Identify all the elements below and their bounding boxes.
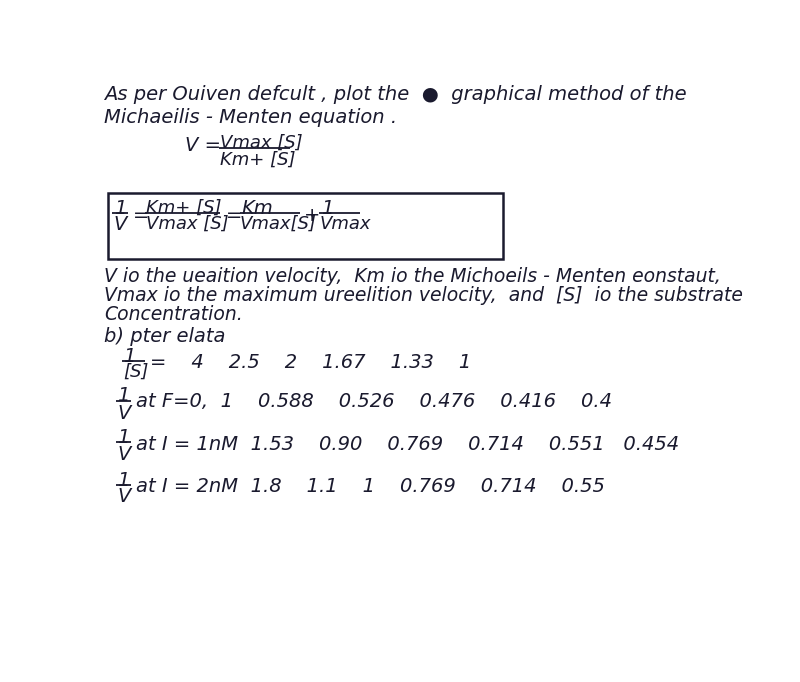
Text: =: = (133, 206, 149, 225)
Text: V io the ueaition velocity,  Km io the Michoeils - Menten eonstaut,: V io the ueaition velocity, Km io the Mi… (104, 267, 721, 286)
Text: Km: Km (241, 199, 273, 218)
Text: Km+ [S]: Km+ [S] (146, 199, 222, 217)
Text: Vmax io the maximum ureelition velocity,  and  [S]  io the substrate: Vmax io the maximum ureelition velocity,… (104, 286, 742, 305)
Text: +: + (304, 206, 320, 225)
Text: [S]: [S] (123, 363, 149, 381)
Text: 1: 1 (117, 428, 130, 447)
Text: V: V (117, 445, 130, 464)
Bar (108, 194, 503, 259)
Text: 1: 1 (117, 471, 130, 490)
Text: b) pter elata: b) pter elata (104, 327, 226, 346)
Text: 1: 1 (117, 386, 130, 405)
Text: V: V (114, 215, 127, 234)
Text: As per Ouiven defcult , plot the  ●  graphical method of the: As per Ouiven defcult , plot the ● graph… (104, 85, 686, 104)
Text: V: V (117, 404, 130, 423)
Text: =    4    2.5    2    1.67    1.33    1: = 4 2.5 2 1.67 1.33 1 (150, 353, 471, 372)
Text: =: = (226, 206, 242, 225)
Text: 1: 1 (321, 199, 334, 218)
Text: V =: V = (186, 136, 222, 155)
Text: 1: 1 (114, 199, 126, 218)
Text: 1: 1 (123, 348, 136, 366)
Text: V: V (117, 487, 130, 506)
Text: Vmax [S]: Vmax [S] (220, 134, 302, 152)
Text: Vmax[S]: Vmax[S] (239, 215, 316, 233)
Text: Concentration.: Concentration. (104, 305, 242, 324)
Text: Km+ [S]: Km+ [S] (220, 150, 296, 168)
Text: at I = 2nM  1.8    1.1    1    0.769    0.714    0.55: at I = 2nM 1.8 1.1 1 0.769 0.714 0.55 (136, 477, 605, 496)
Text: at I = 1nM  1.53    0.90    0.769    0.714    0.551   0.454: at I = 1nM 1.53 0.90 0.769 0.714 0.551 0… (136, 434, 678, 454)
Text: Vmax [S]: Vmax [S] (146, 215, 229, 233)
Text: Michaeilis - Menten equation .: Michaeilis - Menten equation . (104, 108, 397, 127)
Text: at F=0,  1    0.588    0.526    0.476    0.416    0.4: at F=0, 1 0.588 0.526 0.476 0.416 0.4 (136, 392, 612, 411)
Text: Vmax: Vmax (319, 215, 371, 233)
